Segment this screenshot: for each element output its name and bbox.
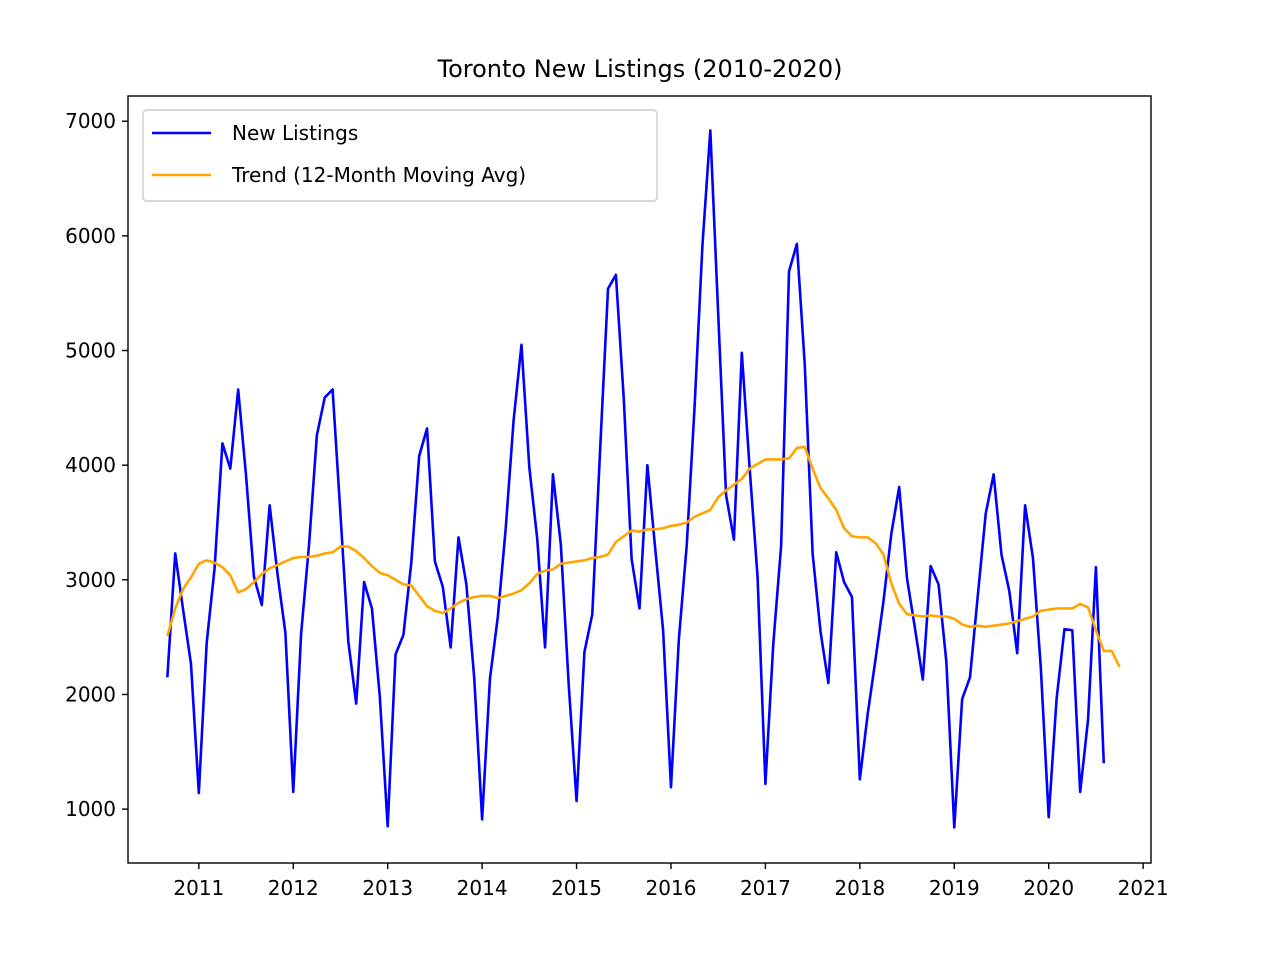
- x-tick-label: 2013: [362, 876, 413, 900]
- legend: New Listings Trend (12-Month Moving Avg): [142, 109, 658, 202]
- x-tick-label: 2011: [173, 876, 224, 900]
- series-line-trend: [166, 445, 1121, 668]
- x-tick-label: 2021: [1118, 876, 1169, 900]
- x-tick-label: 2016: [646, 876, 697, 900]
- x-tick-label: 2014: [457, 876, 508, 900]
- plot-area: [166, 129, 1121, 829]
- series-line-new-listings: [166, 129, 1106, 829]
- axes-frame: [127, 95, 1152, 864]
- x-tick-label: 2018: [834, 876, 885, 900]
- y-tick-label: 1000: [65, 797, 116, 821]
- y-tick-label: 2000: [65, 682, 116, 706]
- y-tick-label: 7000: [65, 109, 116, 133]
- y-tick-label: 3000: [65, 568, 116, 592]
- legend-label-trend: Trend (12-Month Moving Avg): [231, 163, 526, 187]
- x-tick-label: 2012: [268, 876, 319, 900]
- legend-label-new-listings: New Listings: [232, 121, 358, 145]
- y-tick-label: 6000: [65, 224, 116, 248]
- axes: 2011 2012 2013 2014 2015 2016 2017 2018 2019 2020…: [65, 95, 1169, 900]
- y-tick-label: 5000: [65, 339, 116, 363]
- x-tick-label: 2017: [740, 876, 791, 900]
- chart-title: Toronto New Listings (2010-2020): [437, 55, 843, 83]
- y-tick-label: 4000: [65, 453, 116, 477]
- x-tick-label: 2020: [1023, 876, 1074, 900]
- legend-box: [142, 109, 658, 202]
- x-tick-label: 2019: [929, 876, 980, 900]
- x-tick-label: 2015: [551, 876, 602, 900]
